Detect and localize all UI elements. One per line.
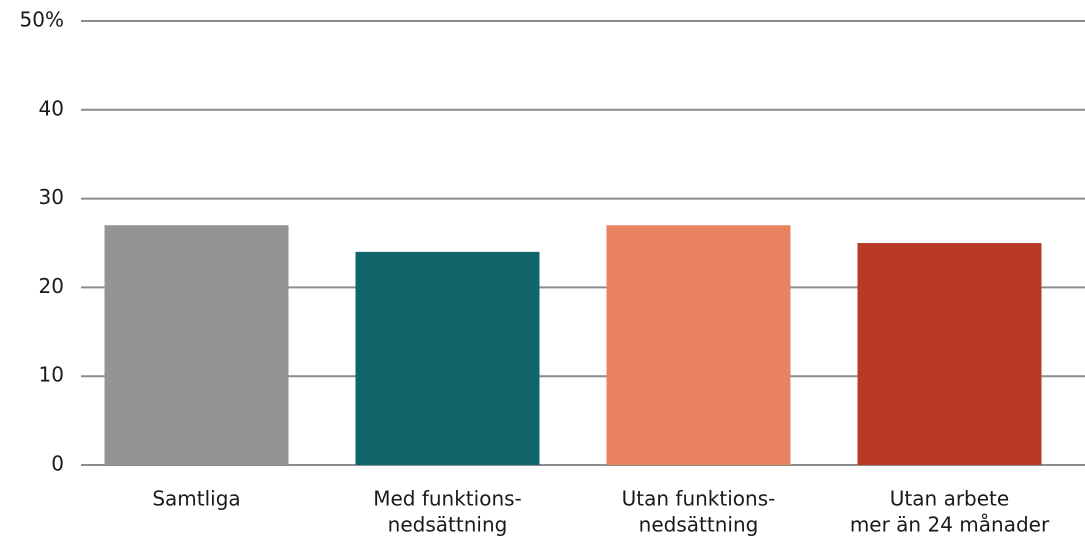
y-tick-label: 10 <box>39 363 64 387</box>
y-tick-label: 50% <box>20 8 64 32</box>
x-tick-label: Utan funktions- <box>622 487 776 511</box>
y-tick-label: 40 <box>39 96 64 120</box>
x-tick-label: nedsättning <box>639 513 759 537</box>
x-tick-label: Samtliga <box>152 487 240 511</box>
bar <box>606 225 791 465</box>
x-tick-label: nedsättning <box>388 513 508 537</box>
y-tick-label: 0 <box>51 452 64 476</box>
x-tick-label: Utan arbete <box>890 487 1009 511</box>
y-tick-label: 30 <box>39 185 64 209</box>
y-tick-label: 20 <box>39 274 64 298</box>
x-tick-label: Med funktions- <box>373 487 522 511</box>
bar <box>355 251 540 465</box>
bar <box>857 243 1042 465</box>
bar <box>104 225 289 465</box>
x-tick-label: mer än 24 månader <box>850 513 1050 537</box>
